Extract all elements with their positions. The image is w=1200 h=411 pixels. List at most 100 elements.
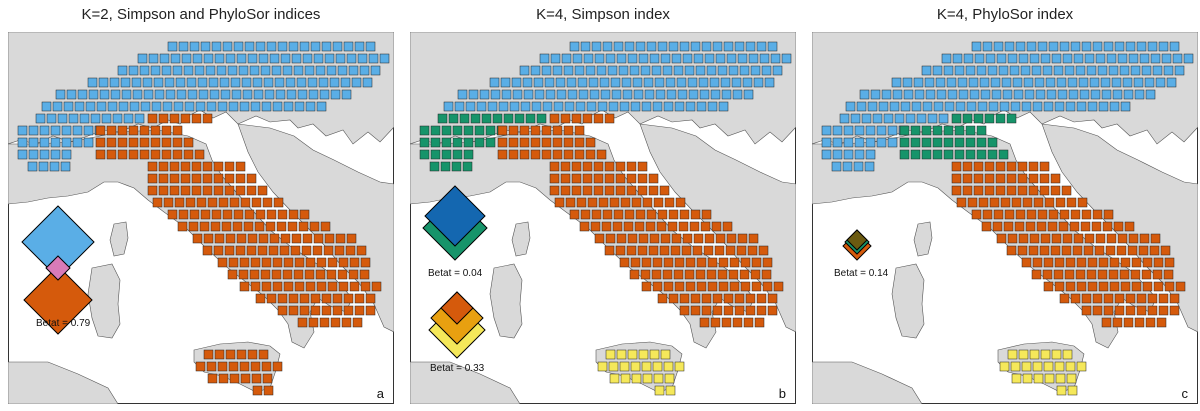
grid-cell <box>1163 269 1174 280</box>
grid-cell <box>665 385 676 396</box>
grid-cell <box>203 349 214 360</box>
panel-b: K=4, Simpson index Betat = 0.04 Betat = … <box>410 0 796 411</box>
grid-cell <box>667 221 678 232</box>
grid-cell <box>732 317 743 328</box>
grid-cell <box>490 89 501 100</box>
grid-cell <box>354 305 365 316</box>
grid-cell <box>297 317 308 328</box>
grid-cell <box>652 361 663 372</box>
grid-cell <box>943 149 954 160</box>
grid-cell <box>659 245 670 256</box>
grid-cell <box>1153 257 1164 268</box>
grid-cell <box>859 89 870 100</box>
grid-cell <box>277 305 288 316</box>
grid-cell <box>609 373 620 384</box>
grid-cell <box>685 101 696 112</box>
grid-cell <box>235 173 246 184</box>
grid-cell <box>1089 77 1100 88</box>
grid-cell <box>987 149 998 160</box>
grid-cell <box>1061 185 1072 196</box>
grid-cell <box>714 245 725 256</box>
grid-cell <box>321 293 332 304</box>
grid-cell <box>973 185 984 196</box>
grid-cell <box>1169 41 1180 52</box>
grid-cell <box>279 245 290 256</box>
grid-cell <box>643 77 654 88</box>
grid-cell <box>55 89 66 100</box>
grid-cell <box>900 101 911 112</box>
grid-cell <box>308 89 319 100</box>
grid-cell <box>310 293 321 304</box>
grid-cell <box>1111 77 1122 88</box>
grid-cell <box>1056 385 1067 396</box>
grid-cell <box>891 77 902 88</box>
grid-cell <box>203 233 214 244</box>
grid-cell <box>1040 233 1051 244</box>
grid-cell <box>165 89 176 100</box>
grid-cell <box>224 185 235 196</box>
grid-cell <box>273 197 284 208</box>
grid-cell <box>1059 293 1070 304</box>
grid-cell <box>214 349 225 360</box>
grid-cell <box>1161 53 1172 64</box>
grid-cell <box>283 101 294 112</box>
grid-cell <box>624 209 635 220</box>
grid-cell <box>379 53 390 64</box>
grid-cell <box>525 113 536 124</box>
grid-cell <box>360 281 371 292</box>
grid-cell <box>1067 77 1078 88</box>
grid-cell <box>180 173 191 184</box>
grid-cell <box>565 197 576 208</box>
grid-cell <box>343 305 354 316</box>
grid-cell <box>626 161 637 172</box>
grid-cell <box>967 197 978 208</box>
grid-cell <box>254 221 265 232</box>
grid-cell <box>701 293 712 304</box>
grid-cell <box>1138 245 1149 256</box>
grid-cell <box>1007 233 1018 244</box>
grid-cell <box>899 137 910 148</box>
grid-cell <box>307 77 318 88</box>
grid-cell <box>129 101 140 112</box>
grid-cell <box>310 41 321 52</box>
grid-cell <box>253 89 264 100</box>
grid-cell <box>695 65 706 76</box>
grid-cell <box>1043 257 1054 268</box>
grid-cell <box>260 269 271 280</box>
grid-cell <box>821 149 832 160</box>
grid-cell <box>246 245 257 256</box>
grid-cell <box>646 209 657 220</box>
grid-cell <box>1136 293 1147 304</box>
grid-cell <box>710 89 721 100</box>
grid-cell <box>965 125 976 136</box>
grid-cell <box>641 281 652 292</box>
grid-cell <box>726 53 737 64</box>
grid-cell <box>588 77 599 88</box>
grid-cell <box>1033 197 1044 208</box>
grid-cell <box>1130 65 1141 76</box>
grid-cell <box>659 185 670 196</box>
grid-cell <box>602 41 613 52</box>
grid-cell <box>1141 65 1152 76</box>
grid-cell <box>569 209 580 220</box>
grid-cell <box>671 233 682 244</box>
grid-cell <box>666 89 677 100</box>
grid-cell <box>685 257 696 268</box>
grid-cell <box>632 77 643 88</box>
grid-cell <box>1158 305 1169 316</box>
grid-cell <box>161 137 172 148</box>
grid-cell <box>1010 101 1021 112</box>
grid-cell <box>696 257 707 268</box>
grid-cell <box>1065 101 1076 112</box>
grid-cell <box>194 149 205 160</box>
grid-cell <box>1120 281 1131 292</box>
grid-cell <box>1050 185 1061 196</box>
grid-cell <box>867 101 878 112</box>
grid-cell <box>283 281 294 292</box>
grid-cell <box>1013 89 1024 100</box>
grid-cell <box>266 209 277 220</box>
grid-cell <box>696 101 707 112</box>
grid-cell <box>1158 41 1169 52</box>
grid-cell <box>995 113 1006 124</box>
grid-cell <box>876 125 887 136</box>
